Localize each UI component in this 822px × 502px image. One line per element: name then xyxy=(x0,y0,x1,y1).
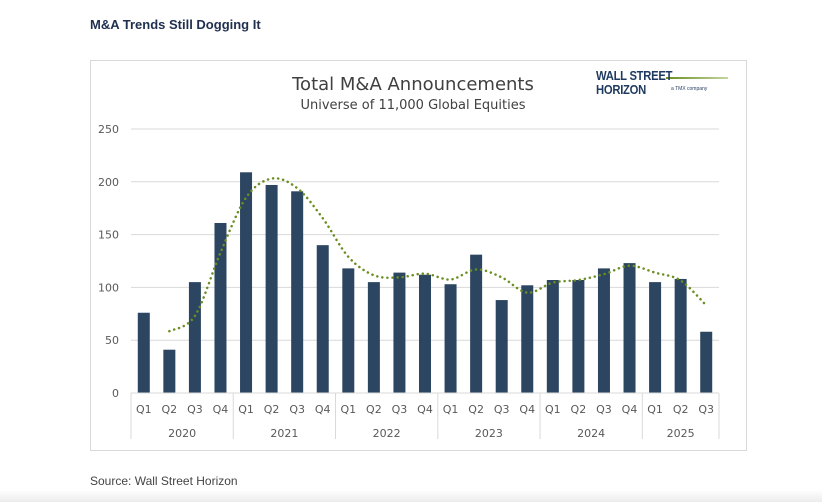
x-tick-label: Q1 xyxy=(238,403,254,416)
grid-lines xyxy=(131,128,719,341)
x-tick-label: Q2 xyxy=(366,403,382,416)
y-tick-label: 50 xyxy=(105,334,119,347)
chart-subtitle: Universe of 11,000 Global Equities xyxy=(301,98,526,113)
bar xyxy=(546,280,559,393)
x-tick-label: Q4 xyxy=(315,403,331,416)
x-tick-label: Q4 xyxy=(622,403,638,416)
year-label: 2024 xyxy=(577,427,605,440)
bar xyxy=(188,282,201,393)
bar xyxy=(265,184,278,393)
bar xyxy=(444,284,457,393)
chart-title: Total M&A Announcements xyxy=(291,74,534,95)
y-tick-label: 200 xyxy=(98,176,119,189)
bar xyxy=(495,300,508,393)
y-tick-label: 250 xyxy=(98,123,119,136)
x-tick-label: Q2 xyxy=(264,403,280,416)
bar xyxy=(470,254,483,393)
x-tick-label: Q3 xyxy=(187,403,203,416)
x-tick-label: Q3 xyxy=(494,403,510,416)
bar xyxy=(393,272,406,393)
y-axis-ticks: 0 50 100 150 200 250 xyxy=(98,123,119,400)
page-title: M&A Trends Still Dogging It xyxy=(90,17,261,32)
bar xyxy=(419,274,431,393)
year-label: 2020 xyxy=(168,427,196,440)
wall-street-horizon-logo: WALL STREET HORIZON a TMX company xyxy=(596,67,736,97)
bar xyxy=(342,268,355,393)
year-label: 2022 xyxy=(373,427,401,440)
bar xyxy=(521,285,534,393)
bar xyxy=(291,191,304,393)
x-tick-label: Q3 xyxy=(392,403,408,416)
x-tick-label: Q3 xyxy=(698,403,714,416)
page-bottom-shade xyxy=(0,490,822,502)
y-tick-label: 150 xyxy=(98,229,119,242)
x-tick-label: Q3 xyxy=(596,403,612,416)
bars xyxy=(137,172,713,393)
x-tick-label: Q2 xyxy=(571,403,587,416)
ma-announcements-chart: Total M&A Announcements Universe of 11,0… xyxy=(98,74,720,440)
bar xyxy=(623,263,636,393)
x-tick-label: Q4 xyxy=(417,403,433,416)
x-tick-label: Q1 xyxy=(340,403,356,416)
x-tick-label: Q1 xyxy=(443,403,459,416)
x-tick-label: Q2 xyxy=(468,403,484,416)
y-tick-label: 0 xyxy=(112,387,119,400)
bar xyxy=(572,280,585,393)
source-note: Source: Wall Street Horizon xyxy=(90,474,238,488)
y-tick-label: 100 xyxy=(98,281,119,294)
bar xyxy=(674,278,687,393)
x-tick-label: Q4 xyxy=(519,403,535,416)
bar xyxy=(137,312,150,393)
x-tick-label: Q1 xyxy=(545,403,561,416)
x-tick-label: Q2 xyxy=(673,403,689,416)
bar xyxy=(316,245,329,393)
bar xyxy=(649,282,662,393)
bar xyxy=(367,282,380,393)
chart-container: Total M&A Announcements Universe of 11,0… xyxy=(90,60,747,451)
bar xyxy=(700,331,713,393)
bar xyxy=(214,222,227,393)
bar xyxy=(597,268,610,393)
x-tick-label: Q2 xyxy=(162,403,178,416)
bar xyxy=(163,349,176,393)
year-label: 2023 xyxy=(475,427,503,440)
x-axis: Q1 Q2 Q3 Q4 Q1 Q2 Q3 Q4 Q1 Q2 Q3 Q4 Q1 Q2 Q3 Q4 Q1 Q2 Q3 Q4… xyxy=(130,392,720,440)
bar xyxy=(240,172,253,393)
x-tick-label: Q3 xyxy=(289,403,305,416)
x-tick-label: Q4 xyxy=(213,403,229,416)
logo-subtext: a TMX company xyxy=(671,86,708,92)
year-label: 2021 xyxy=(270,427,298,440)
x-tick-label: Q1 xyxy=(647,403,663,416)
year-label: 2025 xyxy=(667,427,695,440)
logo-text: WALL STREET HORIZON xyxy=(596,69,673,97)
x-tick-label: Q1 xyxy=(136,403,152,416)
trendline xyxy=(168,177,708,333)
